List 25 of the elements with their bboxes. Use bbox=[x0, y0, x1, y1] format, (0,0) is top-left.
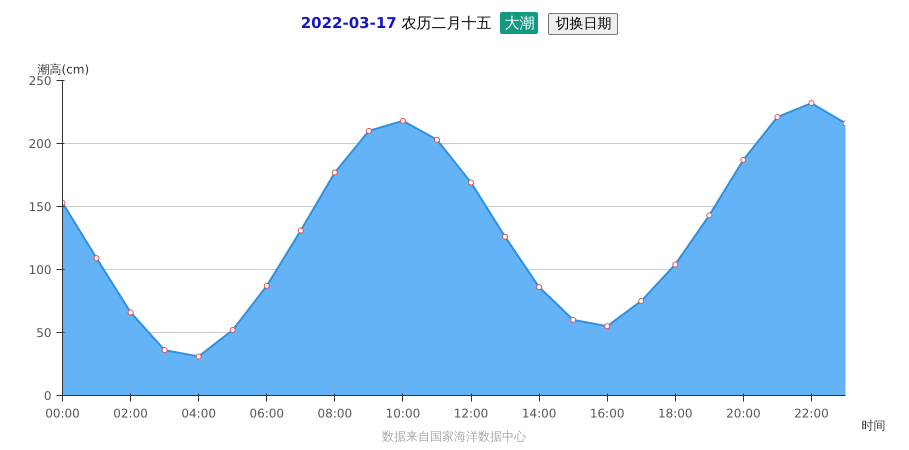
x-tick-label: 08:00 bbox=[318, 406, 352, 420]
x-tick-label: 22:00 bbox=[794, 406, 829, 420]
text: 数据来自国家海洋数据中心 bbox=[382, 430, 526, 444]
y-tick-label: 250 bbox=[28, 74, 52, 88]
chart-title: 2022-03-17 bbox=[300, 14, 397, 32]
text: 大潮 bbox=[500, 12, 538, 34]
y-axis-title: 潮高(cm) bbox=[38, 62, 90, 76]
x-tick-label: 16:00 bbox=[590, 406, 624, 420]
y-tick-label: 50 bbox=[36, 326, 52, 340]
y-tick-label: 200 bbox=[28, 137, 52, 151]
x-axis-title: 时间 bbox=[862, 418, 886, 432]
text: 切换日期 bbox=[548, 13, 618, 35]
y-tick-label: 150 bbox=[28, 200, 52, 214]
y-tick-label: 0 bbox=[44, 389, 52, 403]
x-tick-label: 06:00 bbox=[249, 406, 284, 420]
y-tick-label: 100 bbox=[28, 263, 52, 277]
x-tick-label: 14:00 bbox=[522, 406, 556, 420]
x-tick-label: 00:00 bbox=[45, 406, 80, 420]
x-tick-label: 02:00 bbox=[113, 406, 148, 420]
x-tick-label: 12:00 bbox=[454, 406, 488, 420]
x-tick-label: 20:00 bbox=[726, 406, 761, 420]
x-tick-label: 10:00 bbox=[386, 406, 420, 420]
chart-subtitle: 农历二月十五 bbox=[401, 14, 492, 32]
x-tick-label: 18:00 bbox=[658, 406, 693, 420]
x-tick-label: 04:00 bbox=[181, 406, 216, 420]
